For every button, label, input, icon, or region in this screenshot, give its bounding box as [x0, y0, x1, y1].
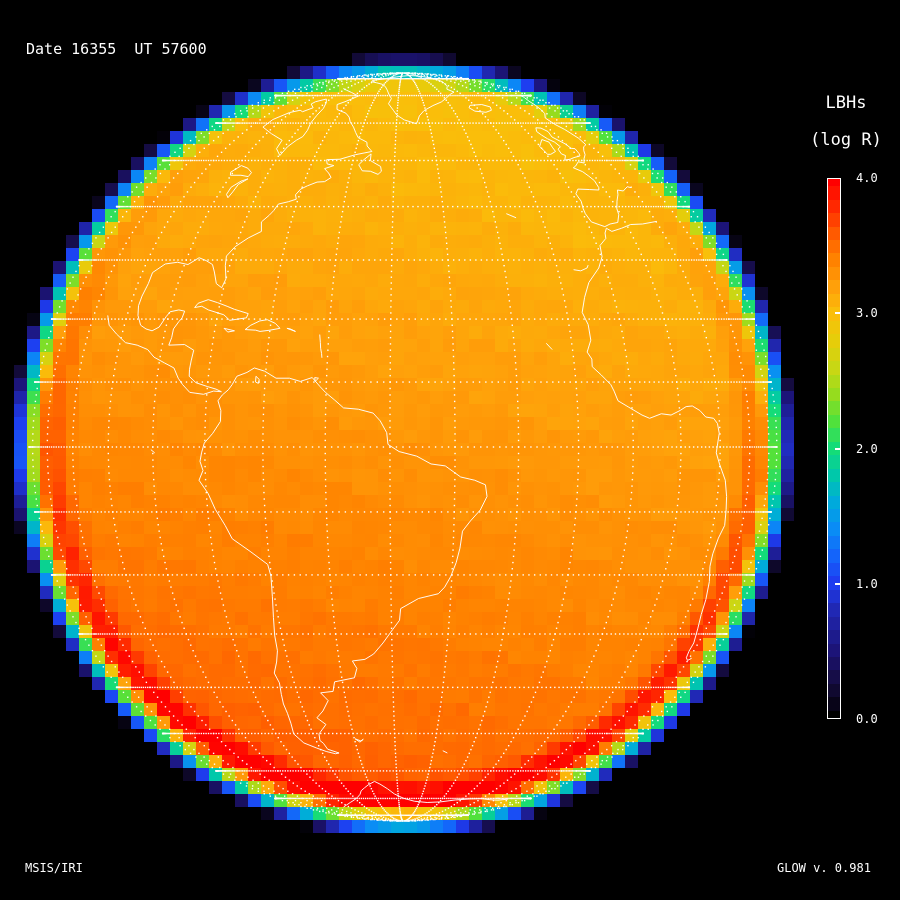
colorbar-tick-label: 3.0	[856, 306, 878, 321]
colorbar-tick-label: 4.0	[856, 171, 878, 185]
colorbar-tick-label: 1.0	[856, 576, 878, 591]
colorbar-units-label: (log R)	[810, 130, 882, 150]
colorbar-title: LBHs	[825, 93, 867, 113]
model-label: MSIS/IRI	[25, 861, 83, 875]
colorbar-tick-mark	[835, 447, 840, 450]
colorbar-tick-label: 2.0	[856, 441, 878, 456]
colorbar-tick-mark	[835, 312, 840, 315]
version-label: GLOW v. 0.981	[777, 861, 871, 875]
colorbar-tick-mark	[835, 582, 840, 585]
colorbar-tick-label: 0.0	[856, 712, 878, 726]
